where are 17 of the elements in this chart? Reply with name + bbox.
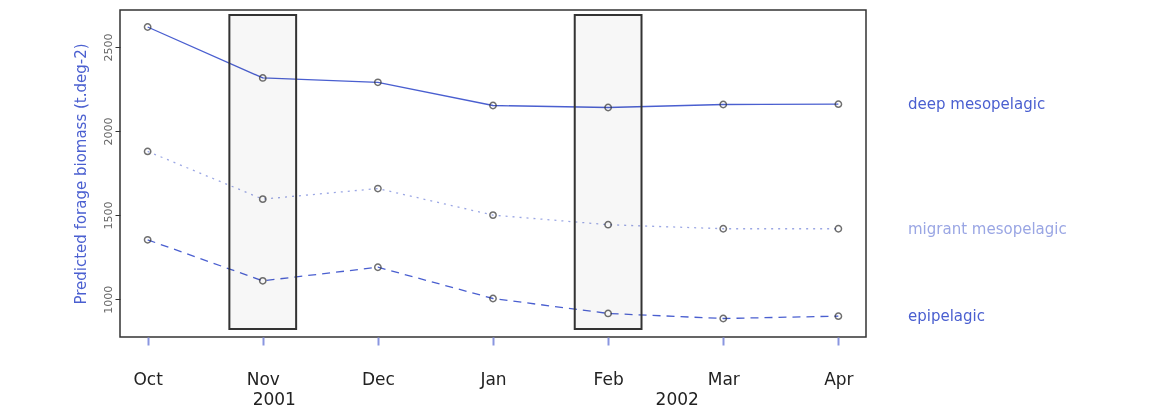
x-tick-label: Nov <box>246 368 280 389</box>
text: 2002 <box>655 389 699 406</box>
y-tick-label: 2000 <box>101 117 115 146</box>
text: deep mesopelagic <box>908 95 1046 114</box>
x-tick-label: Apr <box>824 368 854 389</box>
text: epipelagic <box>908 307 985 326</box>
y-tick-label: 1000 <box>101 285 115 314</box>
y-tick-label: 1500 <box>101 201 115 230</box>
x-tick-label: Oct <box>133 368 164 389</box>
text: 2001 <box>252 389 296 406</box>
y-axis-title: Predicted forage biomass (t.deg-2) <box>71 43 90 305</box>
text: migrant mesopelagic <box>908 219 1067 238</box>
x-tick-label: Jan <box>479 368 507 389</box>
x-tick-label: Mar <box>707 368 740 389</box>
y-tick-label: 2500 <box>101 33 115 62</box>
x-tick-label: Feb <box>593 368 624 389</box>
x-tick-label: Dec <box>361 368 395 389</box>
